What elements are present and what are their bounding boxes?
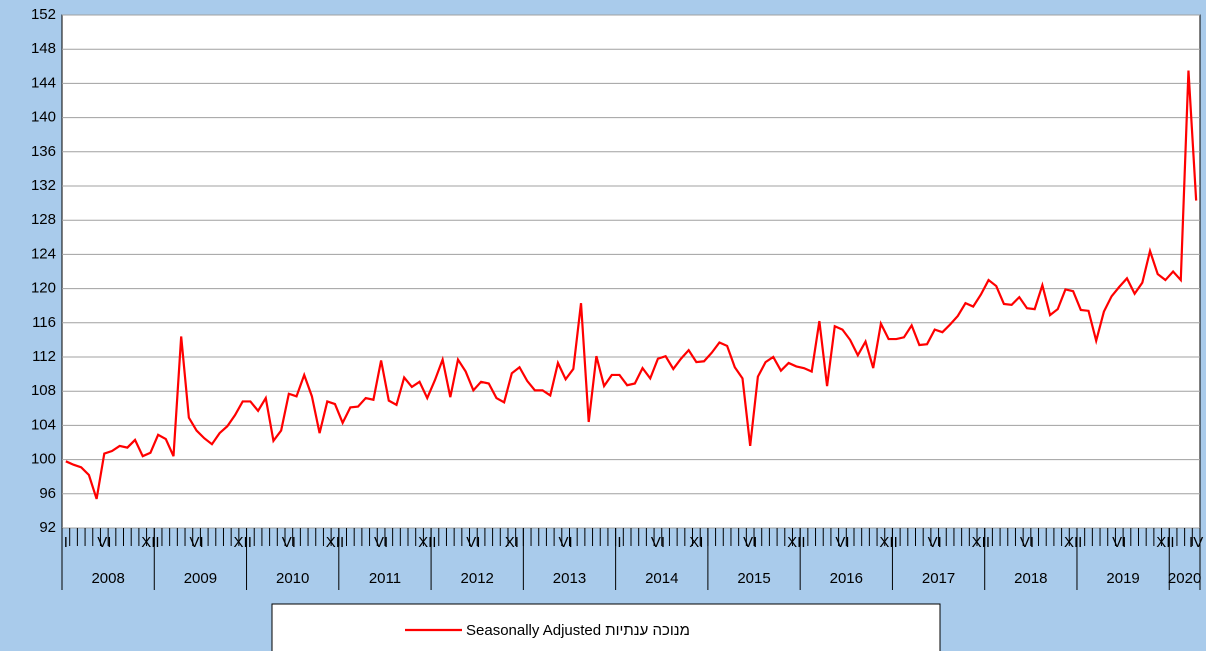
y-tick-label: 132 [31, 177, 56, 194]
x-tick-label: XII [1156, 534, 1174, 551]
x-tick-label: VI [1112, 534, 1126, 551]
x-tick-label: XII [326, 534, 344, 551]
year-label: 2010 [276, 570, 309, 587]
year-label: 2011 [369, 570, 401, 587]
year-label: 2015 [737, 570, 770, 587]
year-label: 2017 [922, 570, 955, 587]
y-tick-label: 116 [32, 314, 56, 331]
x-tick-label: XII [234, 534, 252, 551]
x-tick-label: IV [1189, 534, 1203, 551]
y-tick-label: 144 [31, 74, 56, 91]
x-tick-label: XII [1064, 534, 1082, 551]
y-tick-label: 148 [31, 40, 56, 57]
x-tick-label: VI [466, 534, 480, 551]
x-tick-label: XI [689, 534, 703, 551]
year-label: 2009 [184, 570, 217, 587]
year-label: 2018 [1014, 570, 1047, 587]
x-tick-label: XI [505, 534, 519, 551]
x-tick-label: I [617, 534, 621, 551]
x-tick-label: VI [189, 534, 203, 551]
y-tick-label: 92 [39, 519, 56, 536]
x-tick-label: VI [651, 534, 665, 551]
year-label: 2016 [830, 570, 863, 587]
x-tick-label: VI [282, 534, 296, 551]
y-tick-label: 140 [31, 109, 56, 126]
year-label: 2008 [91, 570, 124, 587]
year-label: 2012 [461, 570, 494, 587]
x-tick-label: XII [418, 534, 436, 551]
year-label: 2014 [645, 570, 678, 587]
legend-label: Seasonally Adjusted מנוכה ענתיות [466, 622, 690, 639]
x-tick-label: VI [97, 534, 111, 551]
x-tick-label: XII [879, 534, 897, 551]
x-tick-label: XII [141, 534, 159, 551]
year-label: 2019 [1106, 570, 1139, 587]
x-tick-label: I [64, 534, 68, 551]
y-tick-label: 112 [32, 348, 56, 365]
x-tick-label: XII [972, 534, 990, 551]
y-tick-label: 100 [31, 451, 56, 468]
x-tick-label: VI [1020, 534, 1034, 551]
x-tick-label: XII [787, 534, 805, 551]
data-line [65, 70, 1198, 500]
x-tick-label: VI [559, 534, 573, 551]
x-tick-label: VI [374, 534, 388, 551]
y-tick-label: 136 [31, 143, 56, 160]
plot-area [61, 14, 1201, 529]
x-tick-label: VI [743, 534, 757, 551]
year-label: 2013 [553, 570, 586, 587]
y-tick-label: 152 [31, 6, 56, 23]
x-tick-label: VI [928, 534, 942, 551]
x-tick-label: VI [835, 534, 849, 551]
y-tick-label: 104 [31, 416, 56, 433]
y-tick-label: 128 [31, 211, 56, 228]
y-tick-label: 108 [31, 382, 56, 399]
y-tick-label: 96 [39, 485, 56, 502]
y-tick-label: 124 [31, 245, 56, 262]
year-label: 2020 [1168, 570, 1201, 587]
y-tick-label: 120 [31, 280, 56, 297]
legend [271, 603, 941, 651]
